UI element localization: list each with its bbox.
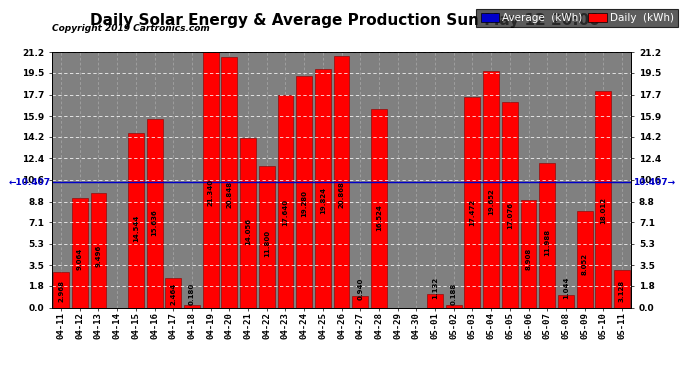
Text: Daily Solar Energy & Average Production Sun May 12 20:00: Daily Solar Energy & Average Production …	[90, 13, 600, 28]
Text: 20.868: 20.868	[339, 181, 344, 208]
Bar	[221, 57, 237, 308]
Text: 2.968: 2.968	[58, 280, 64, 302]
Text: Copyright 2019 Cartronics.com: Copyright 2019 Cartronics.com	[52, 24, 210, 33]
Text: 11.988: 11.988	[544, 229, 550, 256]
Text: 9.064: 9.064	[77, 248, 83, 270]
Bar	[166, 278, 181, 308]
Text: 14.056: 14.056	[245, 218, 251, 245]
Text: 21.340: 21.340	[208, 178, 214, 206]
Bar	[315, 69, 331, 308]
Text: ←10.407: ←10.407	[9, 178, 51, 187]
Bar	[259, 166, 275, 308]
Bar	[333, 57, 350, 308]
Text: 0.940: 0.940	[357, 278, 363, 300]
Bar	[371, 109, 387, 308]
Bar	[240, 138, 256, 308]
Bar	[558, 295, 574, 307]
Bar	[483, 71, 499, 308]
Bar	[446, 305, 462, 308]
Bar	[203, 51, 219, 308]
Text: 17.472: 17.472	[469, 200, 475, 226]
Bar	[427, 294, 443, 307]
Bar	[614, 270, 630, 308]
Text: 19.280: 19.280	[301, 190, 307, 217]
Text: 1.044: 1.044	[563, 277, 569, 299]
Bar	[53, 272, 69, 308]
Bar	[540, 163, 555, 308]
Bar	[595, 91, 611, 308]
Bar	[72, 198, 88, 308]
Text: 8.052: 8.052	[582, 253, 588, 275]
Bar	[128, 132, 144, 308]
Legend: Average  (kWh), Daily  (kWh): Average (kWh), Daily (kWh)	[476, 9, 678, 27]
Text: 19.824: 19.824	[320, 187, 326, 214]
Text: 1.132: 1.132	[432, 277, 438, 299]
Text: 10.407→: 10.407→	[633, 178, 676, 187]
Bar	[90, 193, 106, 308]
Text: 11.800: 11.800	[264, 230, 270, 257]
Text: 8.908: 8.908	[526, 248, 531, 270]
Bar	[277, 95, 293, 308]
Text: 19.652: 19.652	[488, 188, 494, 214]
Bar	[296, 76, 312, 307]
Text: 15.636: 15.636	[152, 210, 157, 236]
Text: 0.188: 0.188	[451, 282, 457, 304]
Text: 2.464: 2.464	[170, 283, 176, 305]
Bar	[502, 102, 518, 308]
Bar	[464, 98, 480, 308]
Text: 3.128: 3.128	[619, 279, 625, 302]
Text: 0.180: 0.180	[189, 282, 195, 304]
Text: 17.640: 17.640	[282, 198, 288, 226]
Text: 20.848: 20.848	[226, 181, 233, 208]
Bar	[353, 296, 368, 307]
Text: 16.524: 16.524	[376, 205, 382, 231]
Bar	[577, 211, 593, 308]
Text: 9.496: 9.496	[95, 245, 101, 267]
Text: 18.012: 18.012	[600, 196, 607, 223]
Text: 14.544: 14.544	[133, 215, 139, 243]
Bar	[520, 200, 536, 308]
Text: 17.076: 17.076	[507, 202, 513, 229]
Bar	[184, 305, 200, 308]
Bar	[147, 119, 163, 308]
